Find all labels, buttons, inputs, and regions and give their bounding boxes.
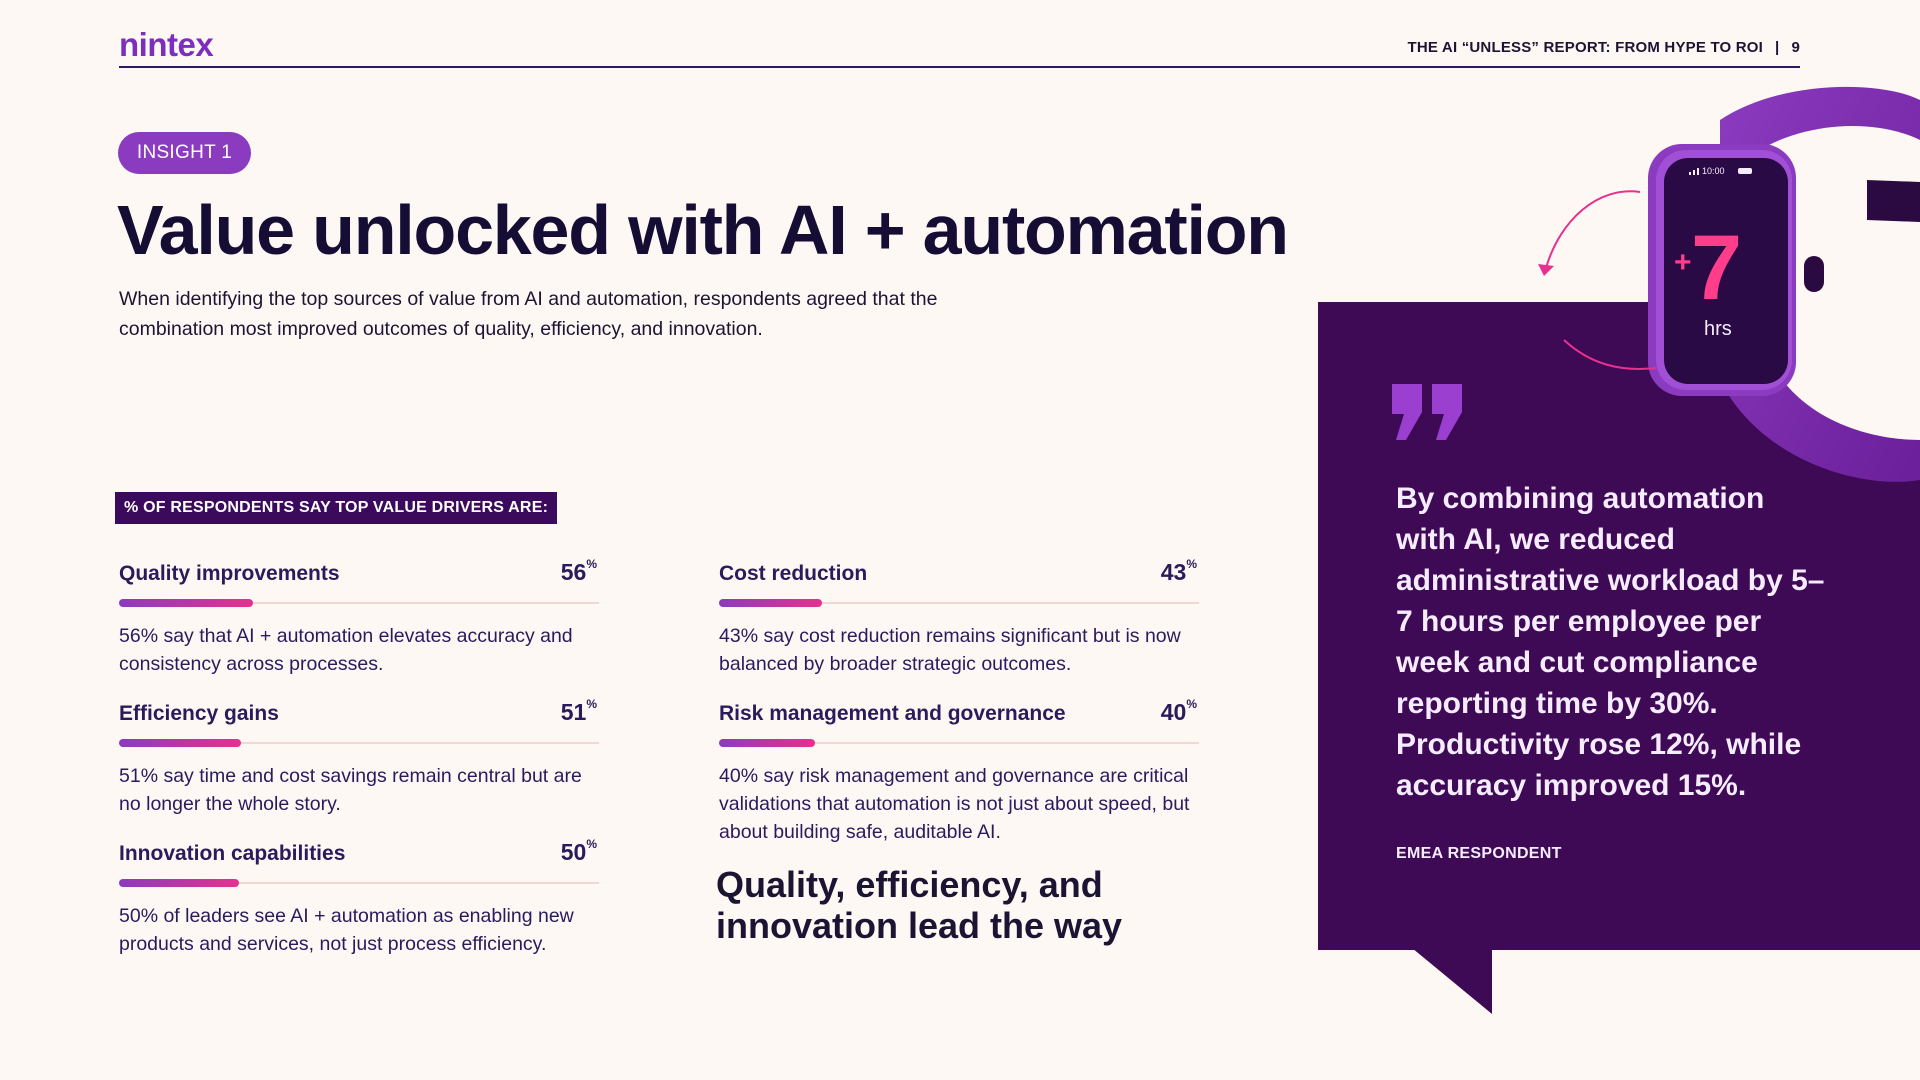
metric-bar (119, 599, 254, 607)
metric-description: 56% say that AI + automation elevates ac… (119, 625, 573, 675)
metric-track (119, 879, 599, 887)
metric-bar (119, 879, 239, 887)
metric-bar (719, 599, 823, 607)
smartwatch-icon (1538, 86, 1920, 482)
metric-innovation-capabilities: Innovation capabilities 50% 50% of leade… (119, 837, 599, 958)
metric-track (719, 599, 1199, 607)
metric-bar (119, 739, 242, 747)
intro-paragraph: When identifying the top sources of valu… (119, 288, 938, 340)
watch-hours-value: 7 (1691, 217, 1743, 319)
metric-label: Risk management and governance (719, 702, 1066, 725)
header-divider (119, 66, 1800, 68)
metric-efficiency-gains: Efficiency gains 51% 51% say time and co… (119, 697, 599, 818)
metric-label: Cost reduction (719, 562, 868, 585)
metric-value: 43% (1160, 557, 1197, 585)
report-title: THE AI “UNLESS” REPORT: FROM HYPE TO ROI (1407, 39, 1764, 56)
metric-track (119, 599, 599, 607)
metric-label: Innovation capabilities (119, 842, 346, 865)
metric-bar (719, 739, 815, 747)
metric-value: 51% (560, 697, 597, 725)
page-number: 9 (1791, 39, 1800, 56)
metric-label: Quality improvements (119, 562, 340, 585)
watch-hours-unit: hrs (1704, 318, 1732, 340)
header-separator: | (1775, 39, 1780, 56)
report-header: THE AI “UNLESS” REPORT: FROM HYPE TO ROI… (1408, 39, 1800, 56)
metric-risk-management-governance: Risk management and governance 40% 40% s… (719, 697, 1199, 846)
quote-mark-icon (1392, 384, 1462, 440)
page-title: Value unlocked with AI + automation (117, 191, 1289, 269)
watch-status-time: 10:00 (1702, 166, 1725, 176)
metric-description: 43% say cost reduction remains significa… (719, 625, 1181, 675)
metric-value: 56% (560, 557, 597, 585)
metric-cost-reduction: Cost reduction 43% 43% say cost reductio… (719, 557, 1199, 678)
drivers-section-label: % OF RESPONDENTS SAY TOP VALUE DRIVERS A… (115, 492, 558, 524)
metric-track (119, 739, 599, 747)
metric-value: 40% (1160, 697, 1197, 725)
insight-badge: INSIGHT 1 (118, 132, 251, 174)
quote-source: EMEA RESPONDENT (1396, 845, 1562, 862)
quote-text: By combining automation with AI, we redu… (1396, 482, 1825, 802)
metric-label: Efficiency gains (119, 702, 279, 725)
drivers-tagline: Quality, efficiency, and innovation lead… (716, 864, 1123, 946)
watch-plus-sign: + (1674, 246, 1692, 279)
metric-value: 50% (560, 837, 597, 865)
metric-description: 51% say time and cost savings remain cen… (119, 765, 582, 815)
metric-track (719, 739, 1199, 747)
metric-quality-improvements: Quality improvements 56% 56% say that AI… (119, 557, 599, 678)
speech-bubble-tail (1412, 948, 1492, 1014)
metric-description: 40% say risk management and governance a… (719, 765, 1190, 843)
metric-description: 50% of leaders see AI + automation as en… (119, 905, 574, 955)
nintex-logo: nintex (119, 26, 214, 63)
